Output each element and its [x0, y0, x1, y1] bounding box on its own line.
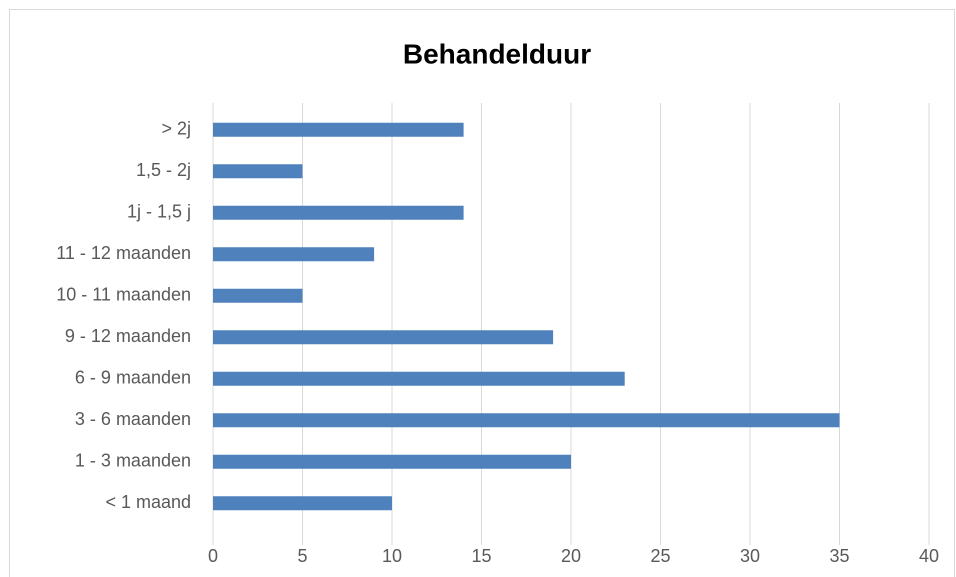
bar: [213, 122, 464, 137]
y-tick-label: 6 - 9 maanden: [75, 368, 191, 388]
x-tick-label: 0: [208, 546, 218, 566]
y-tick-label: 1 - 3 maanden: [75, 451, 191, 471]
y-tick-label: < 1 maand: [105, 492, 191, 512]
bar: [213, 164, 303, 179]
y-tick-label: 11 - 12 maanden: [56, 243, 191, 263]
bar: [213, 371, 625, 386]
bar: [213, 205, 464, 220]
x-tick-label: 35: [829, 546, 849, 566]
x-tick-label: 30: [740, 546, 760, 566]
y-tick-label: > 2j: [161, 119, 191, 139]
bar: [213, 454, 571, 469]
y-tick-label: 3 - 6 maanden: [75, 409, 191, 429]
y-tick-label: 10 - 11 maanden: [56, 285, 191, 305]
x-tick-label: 20: [561, 546, 581, 566]
x-tick-label: 40: [919, 546, 939, 566]
x-tick-label: 15: [471, 546, 491, 566]
bar: [213, 288, 303, 303]
x-tick-label: 5: [297, 546, 307, 566]
bar: [213, 496, 392, 511]
bar: [213, 247, 375, 262]
y-tick-label: 9 - 12 maanden: [65, 326, 191, 346]
x-tick-label: 25: [650, 546, 670, 566]
y-tick-label: 1,5 - 2j: [136, 160, 191, 180]
bar: [213, 330, 554, 345]
bar: [213, 413, 840, 428]
y-tick-label: 1j - 1,5 j: [127, 202, 191, 222]
chart-title: Behandelduur: [403, 38, 591, 69]
x-tick-label: 10: [382, 546, 402, 566]
